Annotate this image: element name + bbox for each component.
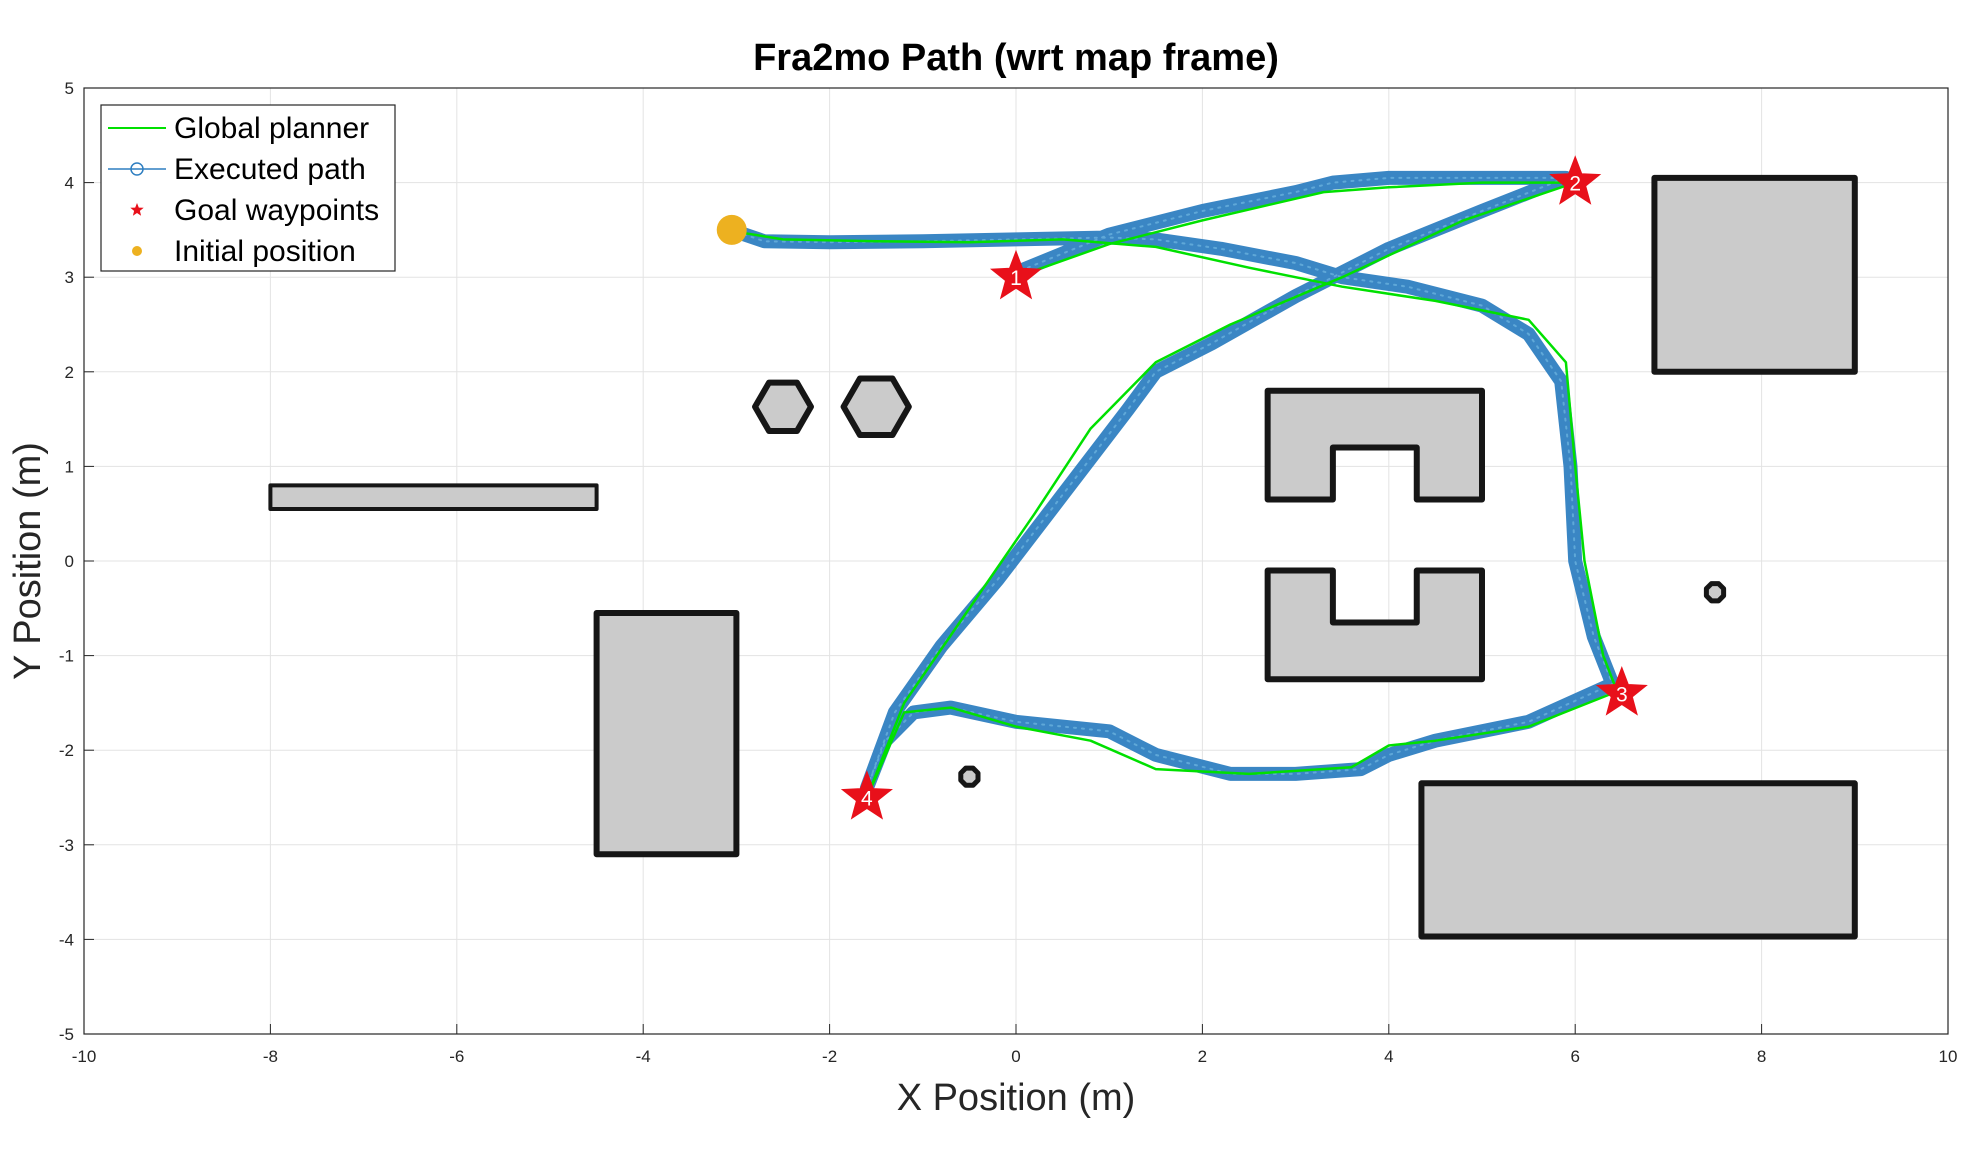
y-tick-label: -5 [59, 1025, 74, 1044]
x-tick-label: -2 [822, 1047, 837, 1066]
legend-entry-label: Goal waypoints [174, 194, 379, 227]
initial-position-marker [716, 214, 747, 245]
legend-swatch-goal-waypoints [130, 203, 144, 216]
series-global-planner [736, 181, 1619, 799]
x-tick-label: -6 [449, 1047, 464, 1066]
x-tick-label: 4 [1384, 1047, 1393, 1066]
goal-waypoint-label: 2 [1569, 173, 1581, 196]
map-obstacle-hexagon-right [840, 375, 912, 439]
y-tick-label: 3 [65, 268, 74, 287]
legend-entry-label: Initial position [174, 235, 356, 268]
goal-waypoint-label: 1 [1010, 267, 1022, 290]
y-tick-label: -2 [59, 741, 74, 760]
y-tick-label: 1 [65, 457, 74, 476]
x-tick-label: 10 [1939, 1047, 1958, 1066]
x-tick-label: 0 [1011, 1047, 1020, 1066]
y-tick-label: 2 [65, 363, 74, 382]
y-tick-label: -3 [59, 836, 74, 855]
goal-waypoint-star [1549, 155, 1602, 205]
x-tick-label: -8 [263, 1047, 278, 1066]
x-tick-label: -10 [72, 1047, 97, 1066]
legend-swatch-initial-position [132, 246, 142, 256]
goal-waypoint-label: 3 [1616, 683, 1628, 706]
goal-waypoint-star [989, 249, 1043, 300]
y-tick-label: -1 [59, 647, 74, 666]
x-tick-label: 2 [1198, 1047, 1207, 1066]
x-tick-label: -4 [636, 1047, 651, 1066]
x-axis-label: X Position (m) [897, 1077, 1136, 1119]
map-obstacle-wall-left [268, 483, 599, 511]
marker-layer: 1 2 3 4 [716, 155, 1648, 820]
x-tick-label: 8 [1757, 1047, 1766, 1066]
goal-waypoint-star [840, 770, 893, 820]
y-tick-label: 4 [65, 174, 74, 193]
legend-entry-label: Global planner [174, 112, 369, 145]
legend-entry-label: Executed path [174, 153, 366, 186]
x-tick-label: 6 [1570, 1047, 1579, 1066]
legend-swatch-executed-path-circle [130, 162, 144, 176]
map-obstacle-box-top-right [1651, 174, 1858, 375]
map-obstacle-u-lower [1264, 567, 1485, 683]
series-layer [729, 170, 1620, 799]
chart-title: Fra2mo Path (wrt map frame) [753, 37, 1279, 79]
y-axis-label: Y Position (m) [7, 442, 49, 680]
goal-waypoint-label: 4 [861, 788, 873, 811]
goal-waypoint-star [1595, 665, 1648, 716]
map-obstacle-small-octagon-right [1703, 581, 1727, 604]
map-obstacle-hexagon-left [752, 379, 814, 435]
series-executed-path-circles [735, 176, 1614, 789]
y-tick-label: 0 [65, 552, 74, 571]
map-obstacle-u-upper [1264, 387, 1485, 503]
map-obstacle-small-octagon-left [958, 765, 981, 788]
map-obstacle-box-bottom-right [1418, 780, 1858, 940]
legend: Global planner Executed path Goal waypoint… [100, 104, 396, 272]
legend-box [100, 104, 396, 272]
y-tick-label: -4 [59, 930, 74, 949]
y-tick-label: 5 [65, 79, 74, 98]
map-obstacle-box-left [593, 610, 740, 858]
occupancy-map-layer [268, 174, 1858, 940]
